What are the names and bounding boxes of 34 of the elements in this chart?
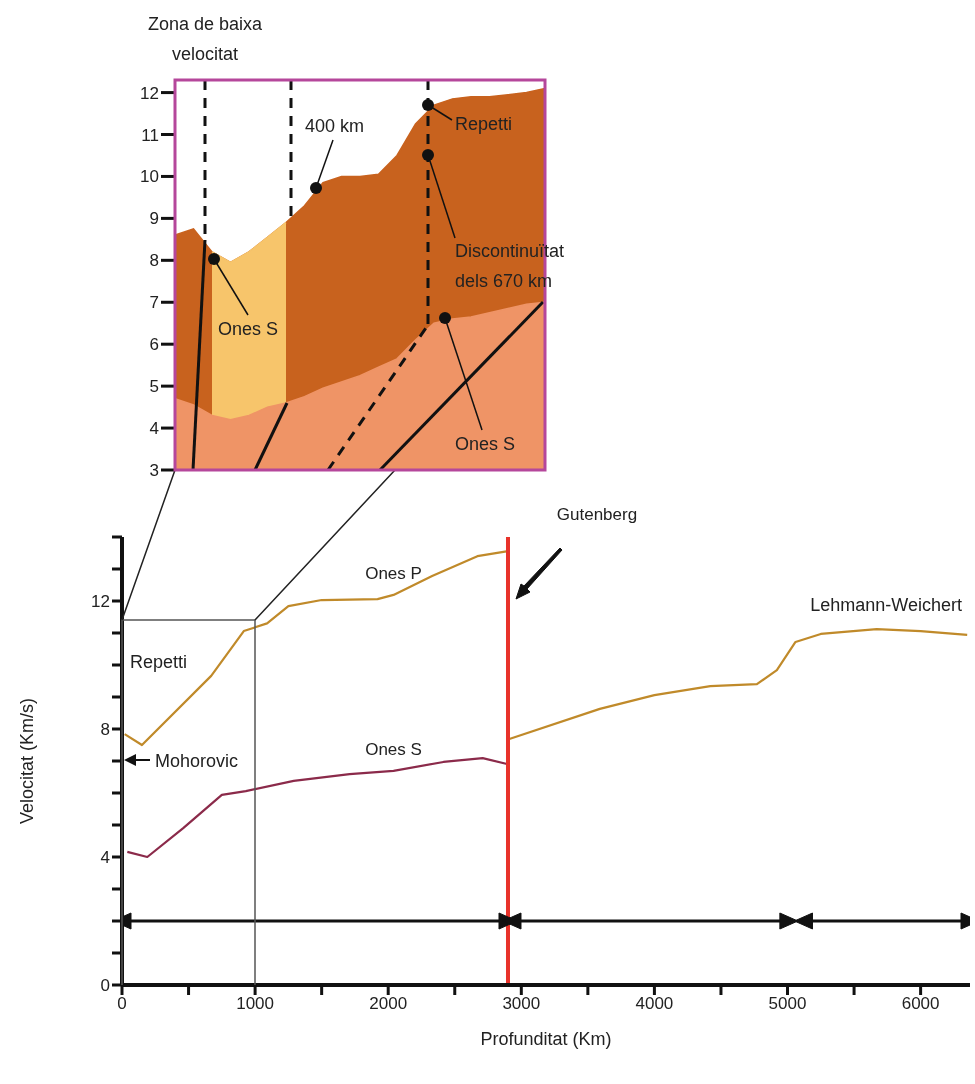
y-tick-label: 10 bbox=[140, 167, 159, 187]
y-tick-label: 7 bbox=[149, 293, 159, 313]
x-tick-label: 3000 bbox=[502, 994, 541, 1014]
x-tick-label: 2000 bbox=[369, 994, 408, 1014]
y-tick-label: 11 bbox=[141, 125, 159, 145]
y-tick-label: 12 bbox=[140, 83, 159, 103]
x-tick-label: 5000 bbox=[768, 994, 807, 1014]
y-tick-label: 4 bbox=[149, 419, 159, 439]
y-tick-label: 3 bbox=[149, 461, 159, 481]
y-tick-label: 8 bbox=[149, 251, 159, 271]
y-tick-label: 8 bbox=[100, 720, 110, 740]
y-tick-label: 6 bbox=[149, 335, 159, 355]
x-tick-label: 1000 bbox=[236, 994, 275, 1014]
annotation: Lehmann-Weichert bbox=[810, 595, 962, 615]
y-tick-label: 0 bbox=[100, 976, 110, 996]
x-tick-label: 6000 bbox=[901, 994, 940, 1014]
y-tick-label: 5 bbox=[149, 377, 159, 397]
text: Zona de baixa velocitat bbox=[147, 14, 264, 64]
x-axis-title: Profunditat (Km) bbox=[480, 1029, 612, 1049]
series-label: Ones S bbox=[365, 739, 422, 759]
annotation: 400 km bbox=[305, 116, 365, 136]
ref-line-label: Gutenberg bbox=[556, 505, 638, 524]
y-tick-label: 12 bbox=[91, 592, 110, 612]
annotation: Ones S bbox=[217, 319, 279, 339]
annotation: Repetti bbox=[455, 114, 513, 134]
annotation: Repetti bbox=[130, 652, 188, 672]
y-axis-title: Velocitat (Km/s) bbox=[17, 697, 38, 825]
x-tick-label: 4000 bbox=[635, 994, 674, 1014]
y-tick-label: 9 bbox=[149, 209, 159, 229]
annotation: Ones S bbox=[454, 434, 516, 454]
y-tick-label: 4 bbox=[100, 848, 110, 868]
series-label: Ones P bbox=[365, 563, 422, 583]
annotation: Mohorovic bbox=[155, 751, 239, 771]
x-tick-label: 0 bbox=[117, 994, 127, 1014]
